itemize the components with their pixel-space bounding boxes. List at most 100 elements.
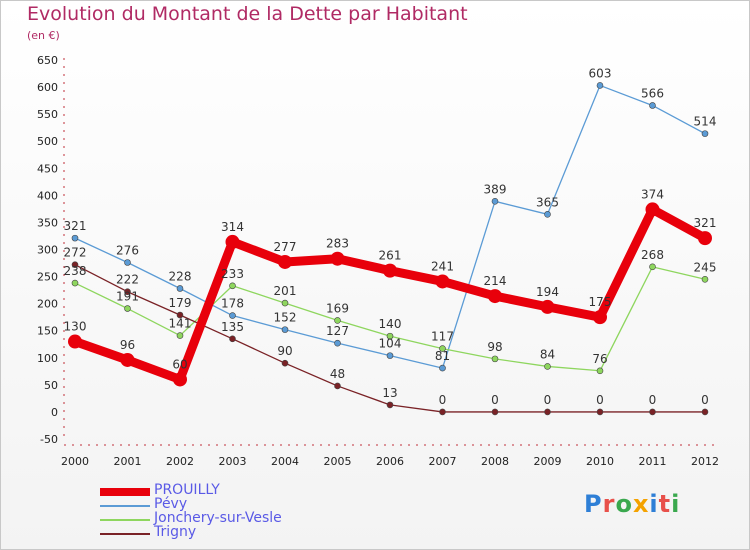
x-tick-label: 2010 [586, 455, 614, 468]
y-tick-label: 200 [37, 298, 58, 311]
x-tick-label: 2001 [114, 455, 142, 468]
data-label: 81 [435, 349, 450, 363]
x-tick-label: 2002 [166, 455, 194, 468]
y-tick-label: 100 [37, 352, 58, 365]
data-point [176, 285, 184, 292]
data-point [649, 102, 656, 109]
data-point [173, 372, 187, 387]
legend-label: Trigny [154, 524, 197, 540]
x-tick-label: 2005 [324, 455, 352, 468]
legend-label: Jonchery-sur-Vesle [154, 510, 282, 526]
data-point [701, 408, 709, 416]
x-tick-label: 2012 [691, 455, 719, 468]
data-point [439, 408, 446, 416]
x-tick-label: 2000 [61, 455, 89, 468]
data-point [386, 332, 394, 340]
data-label: 321 [694, 216, 717, 230]
data-point [278, 254, 292, 269]
data-point [281, 299, 289, 307]
data-point [281, 326, 289, 333]
data-label: 277 [274, 240, 297, 254]
y-tick-label: 600 [37, 81, 58, 94]
data-point [544, 408, 551, 416]
chart-title: Evolution du Montant de la Dette par Hab… [27, 3, 468, 25]
data-point [596, 82, 604, 89]
logo-letter: P [584, 490, 603, 518]
data-label: 141 [169, 317, 192, 331]
data-label: 84 [540, 347, 555, 361]
y-tick-label: 550 [37, 108, 58, 121]
data-label: 0 [491, 393, 499, 407]
data-label: 261 [379, 249, 402, 263]
data-label: 0 [544, 393, 552, 407]
data-point [544, 363, 551, 370]
data-point [229, 312, 236, 319]
x-tick-label: 2004 [271, 455, 299, 468]
data-label: 127 [326, 324, 349, 338]
data-label: 214 [484, 274, 507, 288]
data-point [229, 335, 236, 343]
y-tick-label: 400 [37, 189, 58, 202]
data-label: 179 [169, 296, 192, 310]
data-point [491, 408, 499, 416]
legend-label: Pévy [154, 496, 188, 512]
data-label: 314 [221, 220, 244, 234]
data-label: 178 [221, 297, 244, 311]
x-tick-label: 2006 [376, 455, 404, 468]
data-label: 365 [536, 195, 559, 209]
data-label: 194 [536, 285, 559, 299]
y-tick-label: -50 [40, 433, 58, 446]
data-point [124, 305, 131, 312]
y-tick-label: 450 [37, 162, 58, 175]
data-point [649, 408, 656, 416]
y-tick-label: 350 [37, 216, 58, 229]
data-point [596, 408, 604, 416]
data-point [701, 130, 709, 137]
data-point [330, 251, 345, 266]
data-label: 135 [221, 320, 244, 334]
data-point [229, 282, 236, 290]
logo-letter: t [658, 490, 672, 518]
data-label: 389 [484, 182, 507, 196]
data-label: 603 [589, 66, 612, 80]
data-point [698, 231, 712, 246]
data-point [71, 234, 79, 242]
data-point [701, 275, 709, 283]
data-point [68, 334, 82, 349]
data-point [596, 367, 604, 375]
data-point [491, 355, 499, 363]
legend-swatch [100, 488, 150, 496]
y-tick-label: 250 [37, 271, 58, 284]
data-label: 130 [64, 320, 87, 334]
data-label: 0 [596, 393, 604, 407]
y-tick-label: 650 [37, 54, 58, 67]
data-label: 96 [120, 338, 135, 352]
data-label: 272 [64, 246, 87, 260]
data-label: 233 [221, 267, 244, 281]
data-label: 140 [379, 317, 402, 331]
data-point [176, 311, 184, 319]
x-tick-label: 2009 [534, 455, 562, 468]
data-point [439, 364, 446, 372]
logo-letter: i [671, 490, 681, 518]
data-label: 514 [694, 115, 717, 129]
data-point [71, 279, 79, 287]
data-label: 152 [274, 311, 297, 325]
data-label: 13 [382, 386, 397, 400]
data-point [383, 263, 397, 278]
proxiti-logo: Proxiti [584, 490, 680, 518]
data-point [435, 274, 450, 289]
logo-letter: r [602, 490, 616, 518]
y-tick-label: 150 [37, 325, 58, 338]
data-label: 245 [694, 260, 717, 274]
data-label: 241 [431, 259, 454, 273]
y-tick-label: 300 [37, 244, 58, 257]
line-chart: -500501001502002503003504004505005506006… [37, 54, 719, 468]
data-point [71, 261, 79, 268]
data-point [491, 198, 499, 205]
data-label: 191 [116, 290, 139, 304]
data-point [225, 234, 240, 249]
x-tick-label: 2007 [429, 455, 457, 468]
data-point [439, 345, 446, 352]
data-label: 268 [641, 248, 664, 262]
